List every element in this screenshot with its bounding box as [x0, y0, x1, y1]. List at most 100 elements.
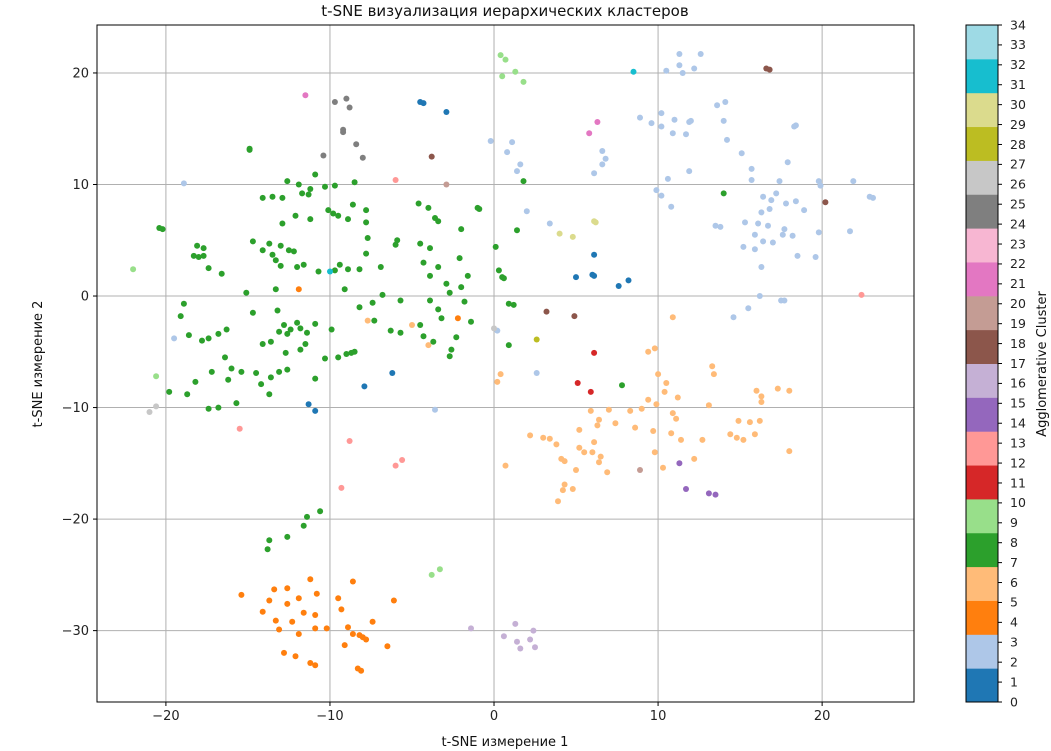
data-point-cluster-6 — [652, 449, 658, 455]
data-point-cluster-6 — [570, 486, 576, 492]
data-point-cluster-8 — [721, 190, 727, 196]
data-point-cluster-6 — [591, 439, 597, 445]
data-point-cluster-3 — [658, 110, 664, 116]
data-point-cluster-3 — [758, 209, 764, 215]
colorbar-tick-label: 27 — [1010, 157, 1026, 172]
data-point-cluster-3 — [783, 201, 789, 207]
data-point-cluster-6 — [752, 431, 758, 437]
data-point-cluster-8 — [352, 179, 358, 185]
data-point-cluster-0 — [312, 408, 318, 414]
data-point-cluster-4 — [284, 601, 290, 607]
data-point-cluster-13 — [338, 485, 344, 491]
data-point-cluster-8 — [229, 366, 235, 372]
data-point-cluster-8 — [283, 350, 289, 356]
colorbar-tick-label: 21 — [1010, 276, 1026, 291]
data-point-cluster-8 — [258, 381, 264, 387]
data-point-cluster-6 — [652, 345, 658, 351]
data-point-cluster-3 — [658, 193, 664, 199]
data-point-cluster-3 — [637, 115, 643, 121]
colorbar-segment — [966, 431, 998, 465]
data-point-cluster-8 — [192, 379, 198, 385]
data-point-cluster-8 — [286, 247, 292, 253]
data-point-cluster-6 — [596, 459, 602, 465]
data-point-cluster-11 — [588, 389, 594, 395]
data-point-cluster-3 — [171, 335, 177, 341]
data-point-cluster-6 — [639, 406, 645, 412]
data-point-cluster-16 — [501, 633, 507, 639]
data-point-cluster-3 — [795, 253, 801, 259]
data-point-cluster-6 — [663, 380, 669, 386]
data-point-cluster-8 — [521, 178, 527, 184]
data-point-cluster-10 — [130, 266, 136, 272]
data-point-cluster-4 — [335, 595, 341, 601]
data-point-cluster-8 — [393, 242, 399, 248]
data-point-cluster-6 — [365, 318, 371, 324]
data-point-cluster-8 — [296, 182, 302, 188]
colorbar-tick-label: 32 — [1010, 57, 1026, 72]
colorbar-tick-label: 13 — [1010, 435, 1026, 450]
data-point-cluster-4 — [276, 627, 282, 633]
colorbar-segment — [966, 465, 998, 499]
data-point-cluster-4 — [455, 315, 461, 321]
data-point-cluster-8 — [166, 389, 172, 395]
data-point-cluster-10 — [437, 566, 443, 572]
data-point-cluster-4 — [312, 612, 318, 618]
data-point-cluster-3 — [745, 305, 751, 311]
x-tick-label: 10 — [650, 709, 667, 724]
data-point-cluster-4 — [350, 579, 356, 585]
data-point-cluster-8 — [417, 322, 423, 328]
data-point-cluster-8 — [206, 265, 212, 271]
data-point-cluster-4 — [314, 591, 320, 597]
data-point-cluster-6 — [758, 399, 764, 405]
data-point-cluster-8 — [297, 347, 303, 353]
colorbar-tick-label: 9 — [1010, 515, 1018, 530]
data-point-cluster-6 — [576, 427, 582, 433]
data-point-cluster-3 — [658, 124, 664, 130]
data-point-cluster-6 — [547, 436, 553, 442]
data-point-cluster-8 — [270, 194, 276, 200]
colorbar-segment — [966, 330, 998, 364]
data-point-cluster-8 — [276, 329, 282, 335]
data-point-cluster-29 — [570, 234, 576, 240]
data-point-cluster-6 — [555, 498, 561, 504]
data-point-cluster-10 — [498, 52, 504, 58]
colorbar-tick-label: 29 — [1010, 117, 1026, 132]
data-point-cluster-8 — [275, 308, 281, 314]
data-point-cluster-8 — [284, 331, 290, 337]
data-point-cluster-3 — [850, 178, 856, 184]
data-point-cluster-3 — [717, 224, 723, 230]
data-point-cluster-16 — [517, 646, 523, 652]
data-point-cluster-8 — [329, 327, 335, 333]
data-point-cluster-8 — [335, 213, 341, 219]
data-point-cluster-6 — [699, 437, 705, 443]
data-point-cluster-0 — [626, 277, 632, 283]
data-point-cluster-8 — [293, 213, 299, 219]
data-point-cluster-8 — [196, 254, 202, 260]
data-point-cluster-6 — [540, 435, 546, 441]
data-point-cluster-3 — [599, 161, 605, 167]
data-point-cluster-6 — [727, 431, 733, 437]
data-point-cluster-6 — [709, 363, 715, 369]
data-point-cluster-6 — [604, 469, 610, 475]
data-point-cluster-6 — [754, 388, 760, 394]
colorbar-segment — [966, 600, 998, 634]
colorbar-tick-label: 25 — [1010, 197, 1026, 212]
data-point-cluster-3 — [760, 238, 766, 244]
colorbar-tick-label: 28 — [1010, 137, 1026, 152]
colorbar-segment — [966, 160, 998, 194]
data-point-cluster-0 — [443, 109, 449, 115]
data-point-cluster-6 — [606, 407, 612, 413]
data-point-cluster-8 — [447, 290, 453, 296]
data-point-cluster-6 — [653, 401, 659, 407]
data-point-cluster-8 — [457, 255, 463, 261]
data-point-cluster-8 — [160, 226, 166, 232]
data-point-cluster-6 — [562, 458, 568, 464]
data-point-cluster-6 — [711, 371, 717, 377]
data-point-cluster-8 — [278, 263, 284, 269]
data-point-cluster-13 — [393, 463, 399, 469]
data-point-cluster-4 — [296, 631, 302, 637]
data-point-cluster-8 — [322, 184, 328, 190]
colorbar-ticks: 0123456789101112131415161718192021222324… — [998, 17, 1026, 709]
data-point-cluster-8 — [186, 332, 192, 338]
data-point-cluster-8 — [435, 264, 441, 270]
